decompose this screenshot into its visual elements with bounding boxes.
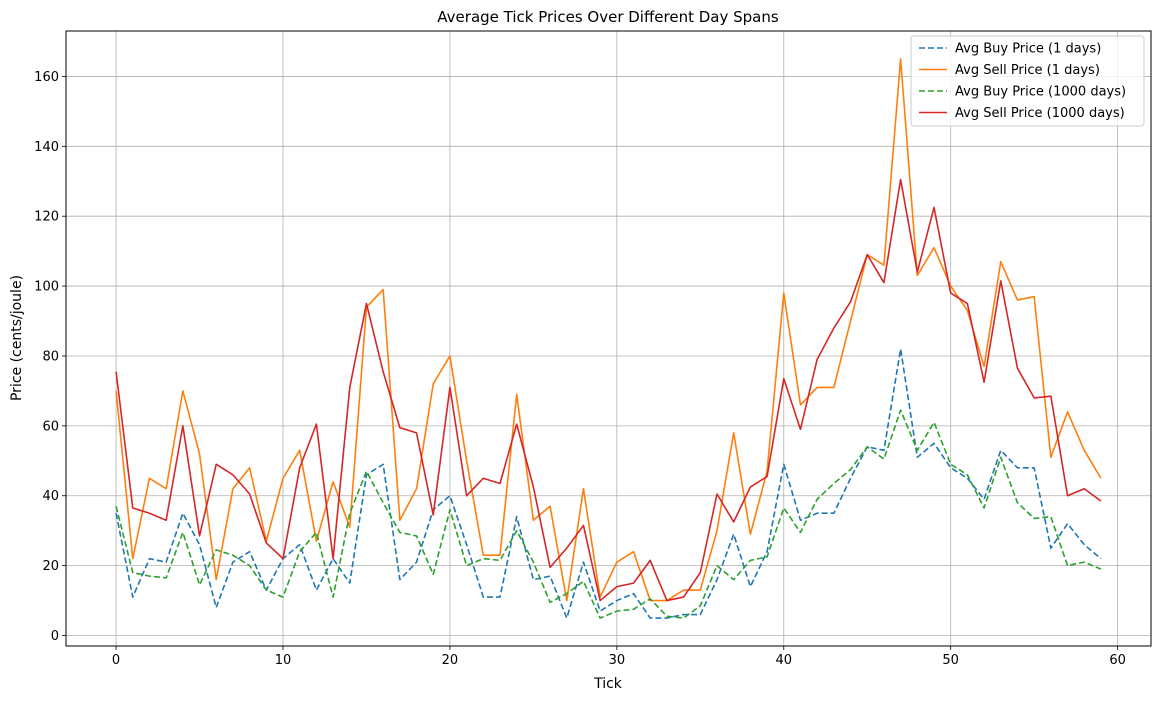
- series-line-3: [115, 178, 1102, 602]
- series-line-0: [115, 348, 1102, 619]
- chart-title: Average Tick Prices Over Different Day S…: [437, 8, 779, 26]
- series-line-1: [115, 58, 1102, 602]
- y-tick-label: 80: [42, 349, 59, 364]
- x-tick-label: 10: [275, 653, 292, 668]
- x-axis-label: Tick: [593, 676, 623, 692]
- y-tick-label: 60: [42, 419, 59, 434]
- legend-box: [910, 35, 1145, 127]
- y-tick-label: 120: [34, 210, 59, 225]
- x-tick-label: 20: [442, 653, 459, 668]
- y-tick-label: 0: [51, 629, 59, 644]
- series-line-2: [115, 409, 1102, 619]
- x-tick-label: 40: [775, 653, 792, 668]
- x-tick-label: 0: [112, 653, 120, 668]
- y-tick-label: 40: [42, 489, 59, 504]
- y-tick-label: 160: [34, 70, 59, 85]
- grid-lines: [66, 31, 1151, 646]
- x-tick-label: 50: [942, 653, 959, 668]
- legend-label-2: Avg Buy Price (1000 days): [955, 85, 1126, 100]
- plot-frame: [65, 30, 1152, 647]
- legend: Avg Buy Price (1 days) Avg Sell Price (1 …: [910, 35, 1145, 127]
- legend-label-3: Avg Sell Price (1000 days): [955, 106, 1125, 121]
- legend-label-0: Avg Buy Price (1 days): [955, 42, 1101, 57]
- legend-label-1: Avg Sell Price (1 days): [955, 63, 1100, 78]
- y-tick-label: 140: [34, 140, 59, 155]
- axis-ticks: 0 10 20 30 40 50 60 0 20 40 60 80 100 120 140 160: [34, 70, 1126, 668]
- y-axis-label: Price (cents/joule): [9, 275, 25, 401]
- x-tick-label: 60: [1109, 653, 1126, 668]
- y-tick-label: 100: [34, 280, 59, 295]
- x-tick-label: 30: [609, 653, 626, 668]
- series-lines: [115, 58, 1102, 619]
- y-tick-label: 20: [42, 559, 59, 574]
